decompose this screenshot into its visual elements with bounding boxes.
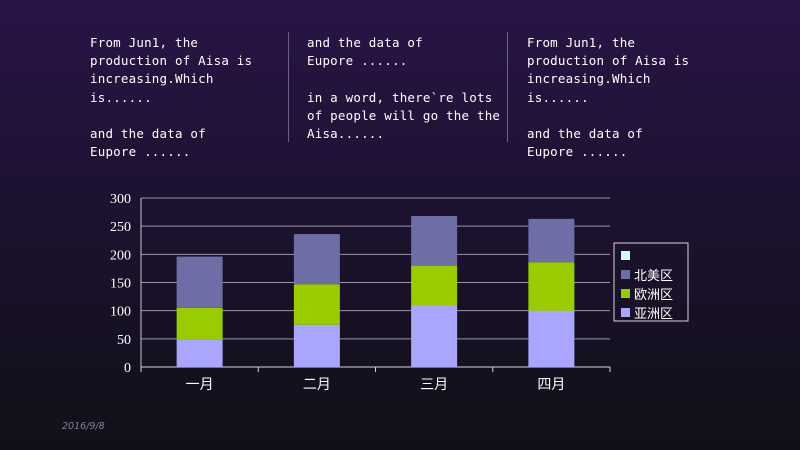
bar-segment: [528, 218, 575, 263]
legend-swatch: [621, 251, 630, 260]
y-tick-label: 300: [110, 192, 131, 207]
legend-label: 亚洲区: [634, 307, 673, 322]
y-tick-label: 200: [110, 248, 131, 263]
bar-segment: [293, 324, 340, 367]
y-tick-label: 150: [110, 277, 131, 292]
x-tick-label: 四月: [537, 377, 565, 393]
y-tick-label: 0: [124, 361, 131, 376]
bar-segment: [293, 234, 340, 285]
x-tick-label: 三月: [420, 377, 448, 393]
footer-date: 2016/9/8: [62, 421, 105, 432]
bar-segment: [176, 307, 223, 340]
bar-segment: [176, 339, 223, 367]
divider-line: [507, 32, 508, 142]
divider-line: [288, 32, 289, 142]
legend-box: [613, 242, 689, 322]
legend-label: 欧洲区: [634, 288, 673, 303]
legend-swatch: [621, 308, 630, 317]
bar-segment: [411, 216, 458, 266]
legend-swatch: [621, 289, 630, 298]
legend-label: 北美区: [634, 269, 673, 284]
bar-segment: [528, 310, 575, 367]
bar-segment: [176, 256, 223, 308]
text-note-right: From Jun1, the production of Aisa is inc…: [527, 35, 690, 160]
text-note-middle: and the data of Eupore ...... in a word,…: [307, 35, 501, 142]
text-note-left: From Jun1, the production of Aisa is inc…: [90, 35, 253, 160]
y-tick-label: 50: [117, 333, 131, 348]
x-tick-label: 一月: [186, 377, 214, 393]
legend-swatch: [621, 270, 630, 279]
y-tick-label: 250: [110, 220, 131, 235]
x-tick-label: 二月: [303, 377, 331, 393]
bar-segment: [293, 284, 340, 325]
y-tick-label: 100: [110, 305, 131, 320]
bar-segment: [411, 265, 458, 306]
bar-segment: [411, 305, 458, 367]
bar-segment: [528, 262, 575, 311]
